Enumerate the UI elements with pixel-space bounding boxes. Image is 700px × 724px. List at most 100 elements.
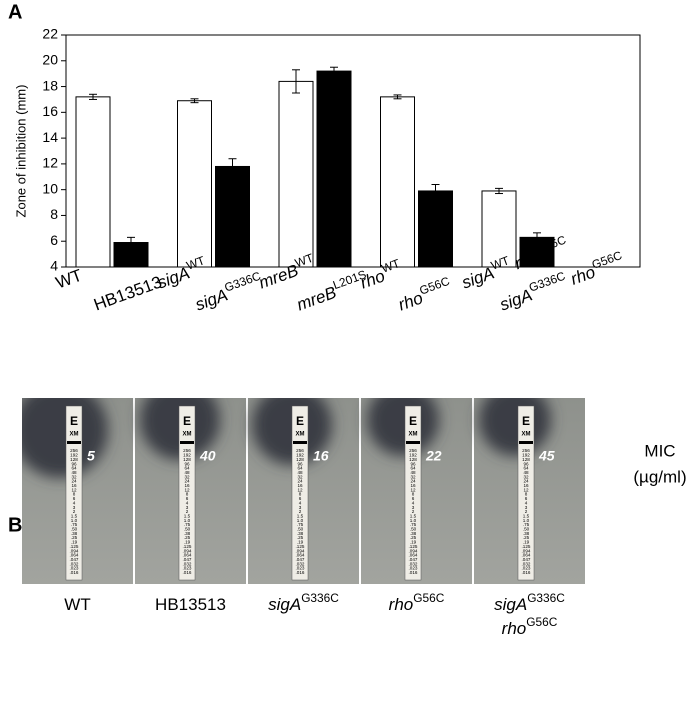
strip-scale: .50 (184, 527, 191, 532)
error-bar (89, 93, 97, 100)
strip-scale: 48 (523, 470, 529, 475)
error-bar (495, 187, 503, 195)
strip-scale: 96 (410, 461, 416, 466)
strip-scale: .064 (70, 553, 79, 558)
strip-scale: 32 (523, 474, 529, 479)
strip-scale: .25 (523, 535, 530, 540)
strip-scale: .75 (523, 522, 530, 527)
bar (481, 190, 517, 268)
mic-title: MIC (644, 441, 675, 460)
label-part: WT (380, 256, 402, 275)
inhibition-zone (479, 398, 551, 456)
label-part: mreB (256, 261, 301, 293)
strip-scale: 6 (412, 496, 415, 501)
strip-scale: .064 (183, 553, 192, 558)
strip-scale: .016 (296, 570, 305, 575)
error-bar (330, 66, 338, 76)
strip-band (67, 441, 81, 444)
strip-scale: .047 (409, 557, 418, 562)
mic-value: 5 (87, 448, 95, 464)
strip-scale: 2 (525, 509, 528, 514)
strip-scale: 128 (522, 457, 530, 462)
sample-label: HB13513 (155, 595, 226, 614)
strip-scale: 4 (186, 500, 189, 505)
strip (65, 405, 83, 581)
bar (215, 165, 250, 268)
y-tick-label: 22 (42, 26, 58, 42)
strip-scale: 12 (410, 487, 416, 492)
y-tick-label: 6 (50, 232, 58, 248)
strip-scale: .016 (183, 570, 192, 575)
strip-scale: 48 (184, 470, 190, 475)
strip-scale: 48 (410, 470, 416, 475)
strip (291, 405, 309, 581)
panel-label: A (8, 1, 22, 23)
strip-scale: 96 (297, 461, 303, 466)
label-part: rho (502, 619, 527, 638)
label-part: G56C (413, 591, 444, 605)
strip-scale: .016 (409, 570, 418, 575)
label-part: rho (389, 595, 414, 614)
strip-scale: 8 (299, 492, 302, 497)
label-part: G336C (301, 591, 339, 605)
strip-scale: 256 (522, 448, 530, 453)
inhibition-zone (367, 398, 439, 456)
strip-scale: 3 (73, 505, 76, 510)
plot-frame (65, 34, 641, 268)
strip-scale: 4 (73, 500, 76, 505)
strip-scale: 24 (523, 479, 529, 484)
y-tick-label: 8 (50, 206, 58, 222)
strip-band (180, 441, 194, 444)
strip-scale: .064 (296, 553, 305, 558)
strip-scale: 8 (73, 492, 76, 497)
mic-value: 16 (313, 448, 329, 464)
mic-value: 22 (425, 448, 442, 464)
strip-scale: .38 (297, 531, 304, 536)
strip-scale: .25 (184, 535, 191, 540)
strip-logo: E (522, 414, 530, 428)
strip-scale: .19 (297, 540, 304, 545)
strip-scale: 1.0 (71, 518, 78, 523)
y-tick-label: 20 (42, 51, 58, 67)
y-tick-label: 18 (42, 77, 58, 93)
strip-scale: .016 (522, 570, 531, 575)
strip-scale: 32 (410, 474, 416, 479)
y-tick-label: 10 (42, 180, 58, 196)
y-tick-label: 12 (42, 155, 58, 171)
strip-scale: .094 (183, 548, 192, 553)
mic-value: 45 (538, 448, 555, 464)
strip-scale: 1.5 (71, 513, 78, 518)
strip-scale: .023 (409, 566, 418, 571)
label-part: G56C (526, 615, 557, 629)
strip-scale: .047 (183, 557, 192, 562)
sample-label: WT (64, 595, 90, 614)
strip-scale: .38 (184, 531, 191, 536)
bar (418, 190, 453, 268)
strip-scale: 32 (297, 474, 303, 479)
strip-scale: .047 (296, 557, 305, 562)
strip-scale: 128 (296, 457, 304, 462)
strip-scale: 16 (184, 483, 190, 488)
strip-scale: .094 (409, 548, 418, 553)
strip-scale: 8 (186, 492, 189, 497)
y-tick-label: 4 (50, 258, 58, 274)
strip-scale: 48 (297, 470, 303, 475)
strip-scale: 256 (296, 448, 304, 453)
strip-logo: E (70, 414, 78, 428)
strip-scale: .023 (522, 566, 531, 571)
strip-scale: .023 (296, 566, 305, 571)
strip-scale: 1.0 (410, 518, 417, 523)
strip-scale: .125 (409, 544, 418, 549)
strip-scale: .064 (522, 553, 531, 558)
strip-scale: 3 (412, 505, 415, 510)
strip-scale: 24 (184, 479, 190, 484)
error-bar (228, 158, 237, 175)
strip-scale: 256 (183, 448, 191, 453)
strip-scale: .38 (71, 531, 78, 536)
sample-label: sigAG336C (494, 591, 565, 614)
inhibition-zone (22, 398, 108, 478)
strip-band (293, 441, 307, 444)
strip-scale: 96 (184, 461, 190, 466)
strip-scale: 128 (409, 457, 417, 462)
